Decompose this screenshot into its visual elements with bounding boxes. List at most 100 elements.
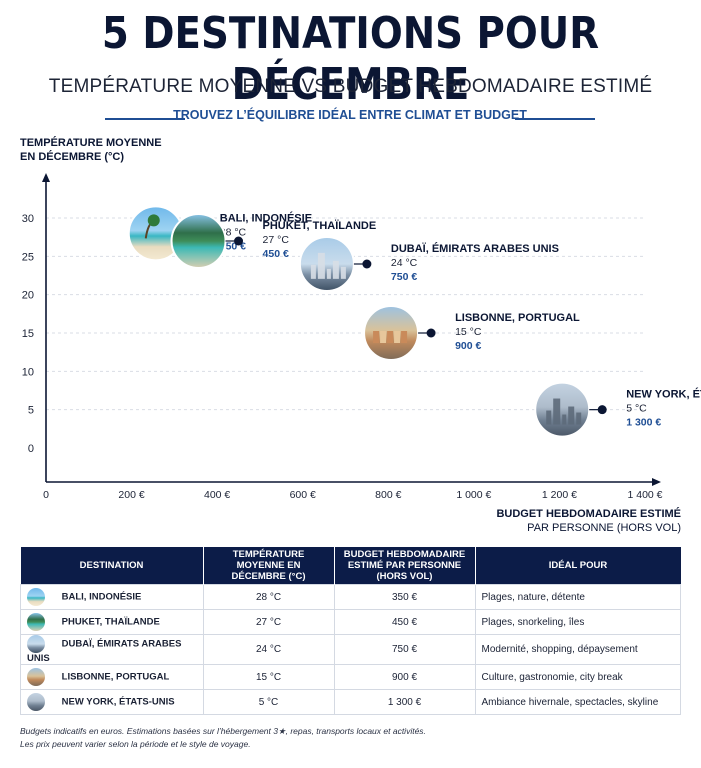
destinations-table: DESTINATION TEMPÉRATURE MOYENNE EN DÉCEM… [20,547,681,715]
page-subtitle: TEMPÉRATURE MOYENNE VS BUDGET HEBDOMADAI… [48,76,653,97]
data-marker [597,405,607,415]
data-point: PHUKET, THAÏLANDE 27 °C 450 € [170,213,377,269]
destination-thumbnail [27,693,45,711]
header-destination: DESTINATION [20,547,204,585]
point-name-label: PHUKET, THAÏLANDE [263,219,377,232]
cell-ideal: Ambiance hivernale, spectacles, skyline [474,689,681,715]
cell-temperature: 28 °C [202,584,335,610]
page-title: 5 DESTINATIONS POUR DÉCEMBRE [101,8,600,110]
point-name-label: LISBONNE, PORTUGAL [455,312,580,324]
palm-leaves [147,214,160,227]
footnote-line-2: Les prix peuvent varier selon la période… [20,739,251,749]
x-tick-label: 1 200 € [542,489,577,501]
destination-name: PHUKET, THAÏLANDE [61,616,160,628]
cell-budget: 900 € [333,664,476,690]
building-shape [326,268,331,279]
destination-thumbnail [27,613,45,631]
header-temperature: TEMPÉRATURE MOYENNE EN DÉCEMBRE (°C) [203,547,335,585]
data-point: LISBONNE, PORTUGAL 15 °C 900 € [363,305,580,361]
cell-temperature: 5 °C [202,689,335,715]
y-tick-label: 20 [22,290,34,302]
y-tick-label: 25 [22,251,34,263]
house-shape [380,331,387,343]
cell-temperature: 15 °C [202,664,335,690]
point-name-label: NEW YORK, ÉTATS-UNIS [626,388,701,401]
building-shape [340,266,346,279]
tagline-block: TROUVEZ L’ÉQUILIBRE IDÉAL ENTRE CLIMAT E… [105,108,595,128]
y-tick-label: 5 [28,405,34,417]
x-tick-label: 600 € [290,489,316,501]
point-name-label: DUBAÏ, ÉMIRATS ARABES UNIS [391,242,559,255]
destination-name: DUBAÏ, ÉMIRATS ARABES UNIS [27,638,182,664]
building-shape [568,406,575,425]
y-axis-arrow [42,173,50,182]
tagline-rule-left [105,118,185,120]
point-temperature-label: 24 °C [391,257,418,269]
building-shape [553,398,561,425]
destination-photo [170,213,227,269]
y-tick-label: 0 [28,443,34,455]
table-header-row: DESTINATION TEMPÉRATURE MOYENNE EN DÉCEM… [20,547,681,585]
data-marker [362,259,372,269]
point-temperature-label: 5 °C [626,403,647,415]
point-temperature-label: 27 °C [263,234,290,246]
building-shape [332,260,339,279]
cell-ideal: Culture, gastronomie, city break [474,664,681,690]
y-axis-label: TEMPÉRATURE MOYENNE [20,136,162,149]
house-shape [394,331,401,343]
x-axis-label: PAR PERSONNE (HORS VOL) [527,522,681,534]
point-name-label: BALI, INDONÉSIE [220,211,312,224]
footnote-line-1: Budgets indicatifs en euros. Estimations… [20,726,426,736]
destination-thumbnail [27,588,45,606]
destination-name: LISBONNE, PORTUGAL [61,671,170,683]
cell-temperature: 27 °C [202,609,335,635]
cell-budget: 350 € [333,584,476,610]
data-point: DUBAÏ, ÉMIRATS ARABES UNIS 24 °C 750 € [298,236,559,292]
x-tick-label: 800 € [375,489,401,501]
cell-temperature: 24 °C [202,634,335,665]
y-tick-label: 10 [22,366,34,378]
destination-thumbnail [27,635,45,653]
x-tick-label: 1 000 € [456,489,491,501]
destination-name: NEW YORK, ÉTATS-UNIS [61,696,175,708]
cell-budget: 750 € [333,634,476,665]
table-body: BALI, INDONÉSIE 28 °C 350 € Plages, natu… [20,584,681,715]
cell-destination: BALI, INDONÉSIE [20,584,204,610]
destination-photo [298,236,355,292]
building-shape [546,410,552,425]
destination-photo [534,381,591,438]
data-marker [426,328,436,338]
y-tick-label: 30 [22,213,34,225]
x-tick-label: 200 € [118,489,144,501]
data-point: NEW YORK, ÉTATS-UNIS 5 °C 1 300 € [534,381,701,438]
y-axis-label: EN DÉCEMBRE (°C) [20,150,124,163]
point-budget-label: 1 300 € [626,417,661,429]
x-tick-label: 400 € [204,489,230,501]
table-row: DUBAÏ, ÉMIRATS ARABES UNIS 24 °C 750 € M… [20,634,681,665]
x-axis-arrow [652,478,661,486]
x-axis-label: BUDGET HEBDOMADAIRE ESTIMÉ [496,507,681,520]
building-shape [310,264,316,279]
cell-destination: DUBAÏ, ÉMIRATS ARABES UNIS [20,634,204,665]
point-budget-label: 450 € [263,248,289,260]
table-row: LISBONNE, PORTUGAL 15 °C 900 € Culture, … [20,664,681,690]
data-marker [234,236,244,246]
point-budget-label: 750 € [391,271,417,283]
x-tick-label: 1 400 € [627,489,662,501]
house-shape [401,331,408,343]
cell-destination: NEW YORK, ÉTATS-UNIS [20,689,204,715]
table-row: BALI, INDONÉSIE 28 °C 350 € Plages, natu… [20,584,681,610]
building-shape [317,252,325,279]
table-row: PHUKET, THAÏLANDE 27 °C 450 € Plages, sn… [20,609,681,635]
table-row: NEW YORK, ÉTATS-UNIS 5 °C 1 300 € Ambian… [20,689,681,715]
cell-budget: 1 300 € [333,689,476,715]
cell-ideal: Modernité, shopping, dépaysement [474,634,681,665]
destination-thumbnail [27,668,45,686]
header-ideal: IDÉAL POUR [475,547,681,585]
tagline: TROUVEZ L’ÉQUILIBRE IDÉAL ENTRE CLIMAT E… [173,108,527,122]
house-shape [373,331,380,343]
cell-ideal: Plages, snorkeling, îles [474,609,681,635]
header-budget: BUDGET HEBDOMADAIRE ESTIMÉ PAR PERSONNE … [334,547,476,585]
y-tick-label: 15 [22,328,34,340]
